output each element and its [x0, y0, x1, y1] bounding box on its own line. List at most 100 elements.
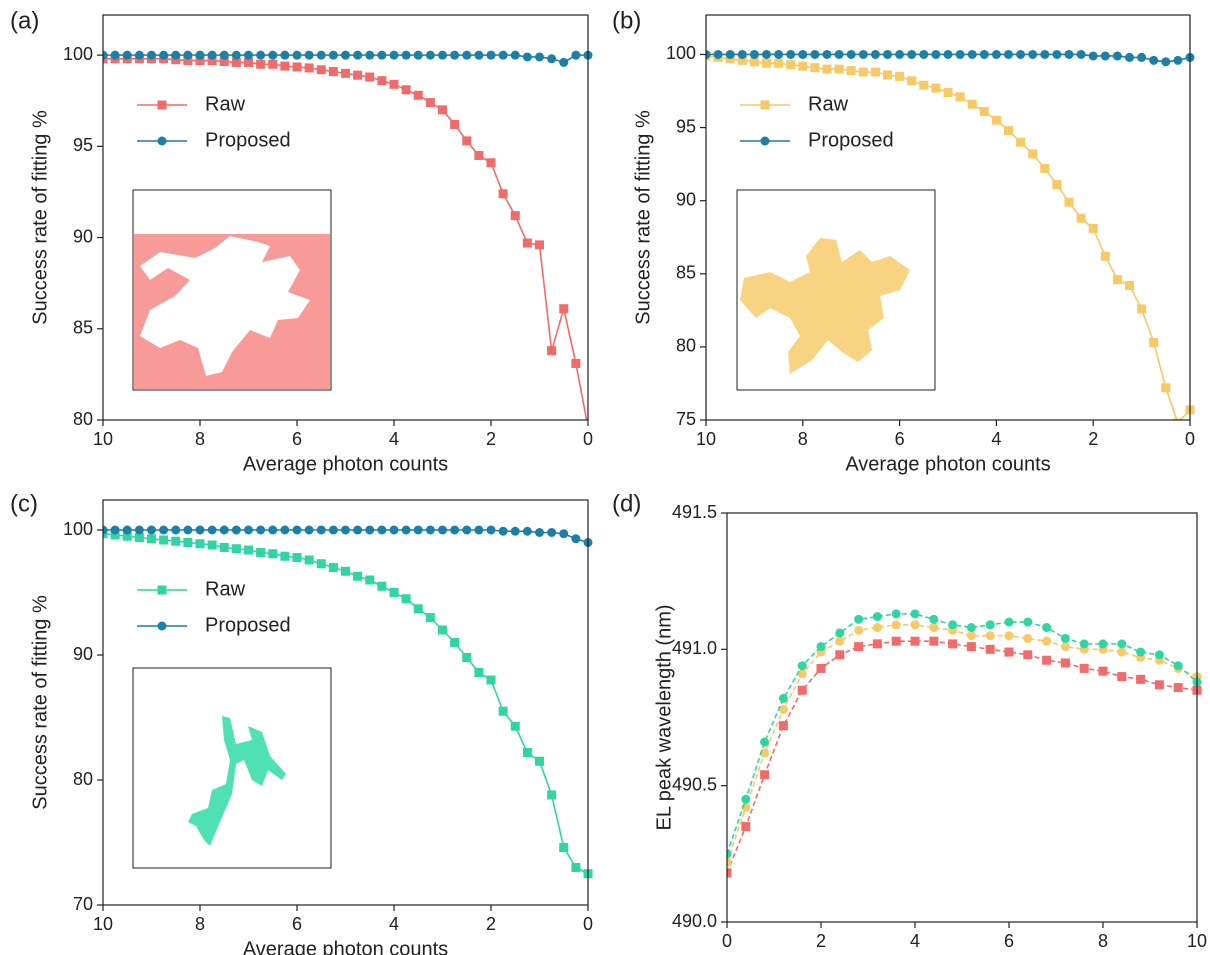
marker	[280, 61, 290, 71]
x-tick-label: 8	[195, 914, 205, 934]
marker	[835, 628, 845, 638]
marker	[365, 72, 375, 82]
marker	[1136, 674, 1146, 684]
marker	[316, 559, 326, 569]
marker	[122, 50, 132, 60]
marker	[292, 50, 302, 60]
marker	[256, 525, 266, 535]
marker	[1004, 49, 1013, 59]
marker	[907, 76, 917, 86]
marker	[244, 57, 253, 67]
marker	[1004, 631, 1014, 641]
marker	[798, 49, 808, 59]
legend-label: Raw	[808, 93, 849, 115]
marker	[353, 525, 363, 535]
legend-label: Proposed	[205, 614, 291, 636]
marker	[1004, 617, 1014, 627]
marker	[103, 50, 108, 60]
marker	[535, 756, 544, 766]
marker	[1076, 49, 1086, 59]
marker	[280, 551, 290, 561]
marker	[774, 58, 784, 68]
axes-frame	[102, 499, 589, 906]
marker	[1173, 683, 1183, 693]
legend-label: Raw	[205, 93, 246, 115]
marker	[713, 49, 723, 59]
x-tick-label: 6	[292, 914, 302, 934]
x-tick-label: 8	[1098, 931, 1108, 951]
marker	[1149, 338, 1159, 348]
marker	[498, 50, 508, 60]
marker	[450, 119, 460, 129]
marker	[341, 525, 350, 535]
marker	[425, 613, 435, 622]
marker	[147, 50, 156, 60]
marker	[822, 49, 832, 59]
marker	[474, 50, 484, 60]
marker	[931, 83, 941, 93]
marker	[797, 669, 807, 679]
panel-label: (d)	[612, 490, 641, 517]
x-tick-label: 6	[895, 429, 905, 449]
marker	[1098, 666, 1108, 676]
marker	[547, 54, 557, 64]
marker	[979, 106, 989, 116]
marker	[535, 52, 544, 62]
marker	[103, 525, 108, 535]
marker	[547, 346, 557, 356]
marker	[280, 50, 290, 60]
marker	[919, 80, 929, 90]
marker	[1117, 647, 1127, 657]
marker	[389, 79, 399, 89]
marker	[474, 150, 484, 160]
marker	[1028, 49, 1038, 59]
x-tick-label: 4	[389, 429, 399, 449]
marker	[183, 50, 193, 60]
marker	[292, 62, 302, 72]
y-tick-label: 490.5	[672, 774, 717, 794]
marker	[183, 538, 193, 547]
marker	[979, 49, 989, 59]
marker	[268, 50, 278, 60]
marker	[559, 57, 569, 67]
marker	[1100, 51, 1110, 61]
marker	[147, 534, 156, 544]
x-tick-label: 10	[93, 914, 113, 934]
marker	[760, 770, 770, 780]
marker	[353, 571, 363, 581]
marker	[353, 50, 363, 60]
marker	[1088, 51, 1098, 61]
marker	[401, 525, 411, 535]
y-tick-label: 70	[73, 894, 93, 914]
marker	[122, 525, 132, 535]
y-tick-label: 75	[676, 409, 696, 429]
marker	[907, 49, 917, 59]
legend-marker	[157, 136, 167, 146]
marker	[778, 721, 788, 731]
y-tick-label: 100	[666, 43, 696, 63]
legend-label: Proposed	[808, 129, 894, 151]
x-axis-label: Average photon counts	[243, 453, 448, 475]
marker	[760, 737, 770, 747]
marker	[510, 526, 520, 536]
marker	[910, 609, 920, 619]
marker	[760, 748, 770, 758]
marker	[462, 50, 472, 60]
marker	[835, 636, 845, 646]
x-tick-label: 2	[1088, 429, 1098, 449]
marker	[1016, 49, 1026, 59]
marker	[231, 525, 241, 535]
y-tick-label: 90	[73, 644, 93, 664]
marker	[1100, 251, 1110, 261]
marker	[110, 525, 120, 535]
marker	[559, 843, 569, 852]
marker	[966, 631, 976, 641]
y-tick-label: 100	[63, 519, 93, 539]
marker	[948, 620, 958, 630]
marker	[1060, 633, 1070, 643]
marker	[929, 623, 939, 633]
marker	[883, 49, 892, 59]
marker	[522, 238, 532, 248]
marker	[834, 64, 844, 74]
